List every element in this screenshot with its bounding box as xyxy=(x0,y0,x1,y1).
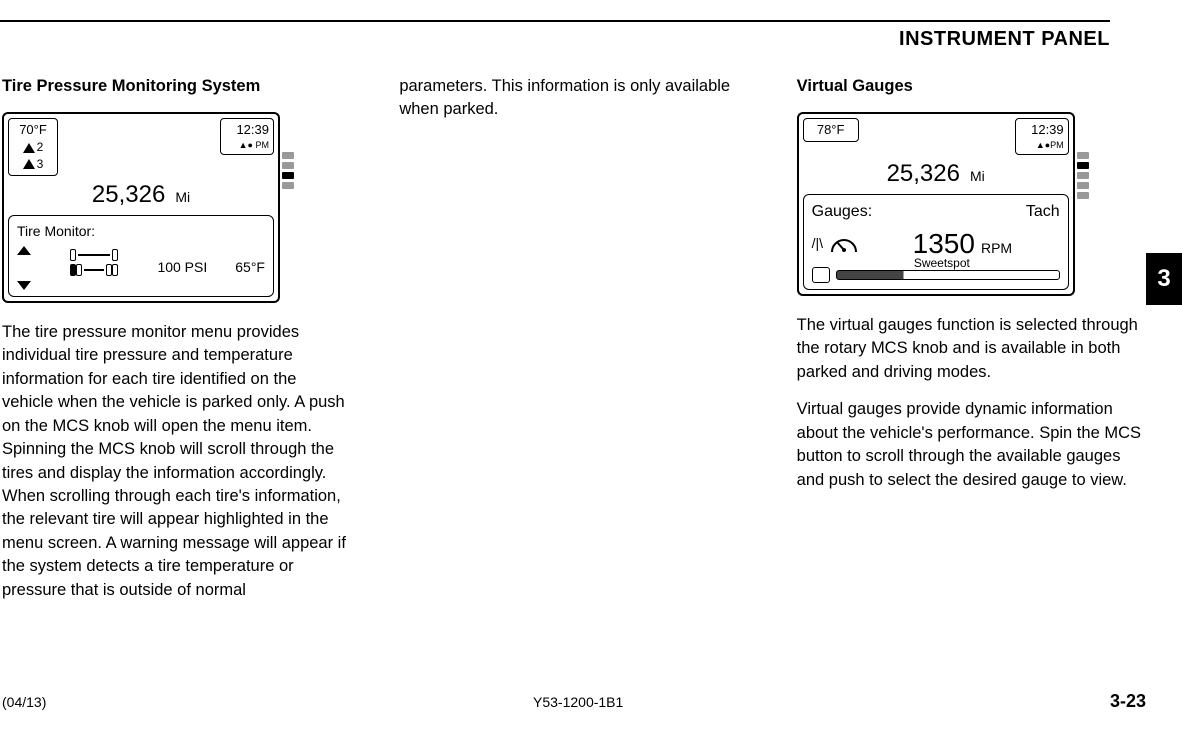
col1-body: The tire pressure monitor menu provides … xyxy=(2,321,351,602)
screenshot-inner: 78°F 12:39 ▲●PM 25,326 Mi Gauges: Tach xyxy=(803,118,1069,290)
clock-time: 12:39 xyxy=(1020,121,1064,139)
scroll-bar-segment xyxy=(1077,152,1089,159)
sweetspot-icon xyxy=(812,267,830,283)
outside-temp: 70°F xyxy=(19,121,47,139)
tire-psi: 100 PSI xyxy=(157,258,207,278)
tachometer-icon xyxy=(829,230,859,256)
col3-body: The virtual gauges function is selected … xyxy=(797,314,1146,492)
clock-suffix: ▲●PM xyxy=(1020,139,1064,152)
scroll-indicator xyxy=(1077,152,1089,199)
section-title: INSTRUMENT PANEL xyxy=(0,28,1110,51)
gauges-screenshot: 78°F 12:39 ▲●PM 25,326 Mi Gauges: Tach xyxy=(797,112,1075,296)
tire-icon xyxy=(112,249,118,261)
odometer: 25,326 Mi xyxy=(803,157,1069,191)
axle-line xyxy=(78,254,110,256)
col2-paragraph: parameters. This information is only ava… xyxy=(399,75,748,122)
odometer-unit: Mi xyxy=(970,167,985,187)
rear-axle xyxy=(70,264,118,276)
header-rule xyxy=(0,20,1110,22)
sweetspot-bar: Sweetspot xyxy=(836,270,1060,280)
footer-page: 3-23 xyxy=(1110,691,1146,712)
status-bar: 70°F 2 3 12:39 ▲● PM xyxy=(8,118,274,176)
scroll-bar-segment xyxy=(282,152,294,159)
scroll-bar-segment xyxy=(282,162,294,169)
col1-heading: Tire Pressure Monitoring System xyxy=(2,75,351,98)
warn-num: 3 xyxy=(37,156,44,173)
scroll-bar-segment xyxy=(1077,192,1089,199)
footer-docnum: Y53-1200-1B1 xyxy=(533,694,623,710)
tire-icon xyxy=(70,249,76,261)
screenshot-inner: 70°F 2 3 12:39 ▲● PM xyxy=(8,118,274,297)
col1-paragraph: The tire pressure monitor menu provides … xyxy=(2,321,351,602)
tpms-screenshot: 70°F 2 3 12:39 ▲● PM xyxy=(2,112,280,303)
menu-label: Tire Monitor: xyxy=(17,222,265,242)
col3-heading: Virtual Gauges xyxy=(797,75,1146,98)
clock-display: 12:39 ▲●PM xyxy=(1015,118,1069,155)
axle-line xyxy=(84,269,104,271)
warning-triangle-icon xyxy=(23,143,35,153)
content-columns: Tire Pressure Monitoring System 70°F 2 xyxy=(0,75,1146,616)
signal-icon: /|\ xyxy=(812,234,823,254)
arrow-down-icon xyxy=(17,281,31,290)
odometer-unit: Mi xyxy=(175,188,190,208)
odometer: 25,326 Mi xyxy=(8,178,274,212)
gauges-header: Gauges: Tach xyxy=(812,201,1060,223)
odometer-value: 25,326 xyxy=(887,157,960,191)
tire-icon xyxy=(76,264,82,276)
col3-paragraph-2: Virtual gauges provide dynamic informati… xyxy=(797,398,1146,492)
warning-triangle-icon xyxy=(23,159,35,169)
warning-row: 3 xyxy=(23,156,44,173)
warning-row: 2 xyxy=(23,139,44,156)
col3-paragraph-1: The virtual gauges function is selected … xyxy=(797,314,1146,384)
warn-num: 2 xyxy=(37,139,44,156)
col2-body: parameters. This information is only ava… xyxy=(399,75,748,122)
chapter-tab: 3 xyxy=(1146,253,1182,305)
arrow-column xyxy=(17,246,31,290)
clock-suffix: ▲● PM xyxy=(225,139,269,152)
sweetspot-row: Sweetspot xyxy=(812,267,1060,283)
gauges-label: Gauges: xyxy=(812,201,872,223)
scroll-indicator xyxy=(282,152,294,189)
scroll-bar-segment xyxy=(282,182,294,189)
tire-diagram xyxy=(70,246,118,290)
column-2: parameters. This information is only ava… xyxy=(399,75,748,616)
gauges-type: Tach xyxy=(1026,201,1060,223)
footer-date: (04/13) xyxy=(2,694,46,710)
temp-display: 78°F xyxy=(803,118,859,142)
tire-temp: 65°F xyxy=(235,258,265,278)
scroll-bar-segment xyxy=(1077,162,1089,169)
clock-display: 12:39 ▲● PM xyxy=(220,118,274,155)
scroll-bar-segment xyxy=(1077,182,1089,189)
temp-display: 70°F 2 3 xyxy=(8,118,58,176)
menu-content: 100 PSI 65°F xyxy=(17,246,265,290)
odometer-value: 25,326 xyxy=(92,178,165,212)
column-3: Virtual Gauges 78°F 12:39 ▲●PM xyxy=(797,75,1146,616)
column-1: Tire Pressure Monitoring System 70°F 2 xyxy=(2,75,351,616)
outside-temp: 78°F xyxy=(817,121,845,139)
tire-monitor-panel: Tire Monitor: xyxy=(8,215,274,297)
arrow-up-icon xyxy=(17,246,31,255)
tire-values: 100 PSI 65°F xyxy=(157,258,265,278)
scroll-bar-segment xyxy=(282,172,294,179)
clock-time: 12:39 xyxy=(225,121,269,139)
gauges-panel: Gauges: Tach /|\ 1350 RPM xyxy=(803,194,1069,290)
footer: (04/13) Y53-1200-1B1 3-23 xyxy=(2,691,1146,712)
gauge-unit: RPM xyxy=(981,239,1012,259)
sweetspot-label: Sweetspot xyxy=(914,255,970,272)
status-bar: 78°F 12:39 ▲●PM xyxy=(803,118,1069,155)
scroll-bar-segment xyxy=(1077,172,1089,179)
front-axle xyxy=(70,249,118,261)
tire-icon xyxy=(112,264,118,276)
